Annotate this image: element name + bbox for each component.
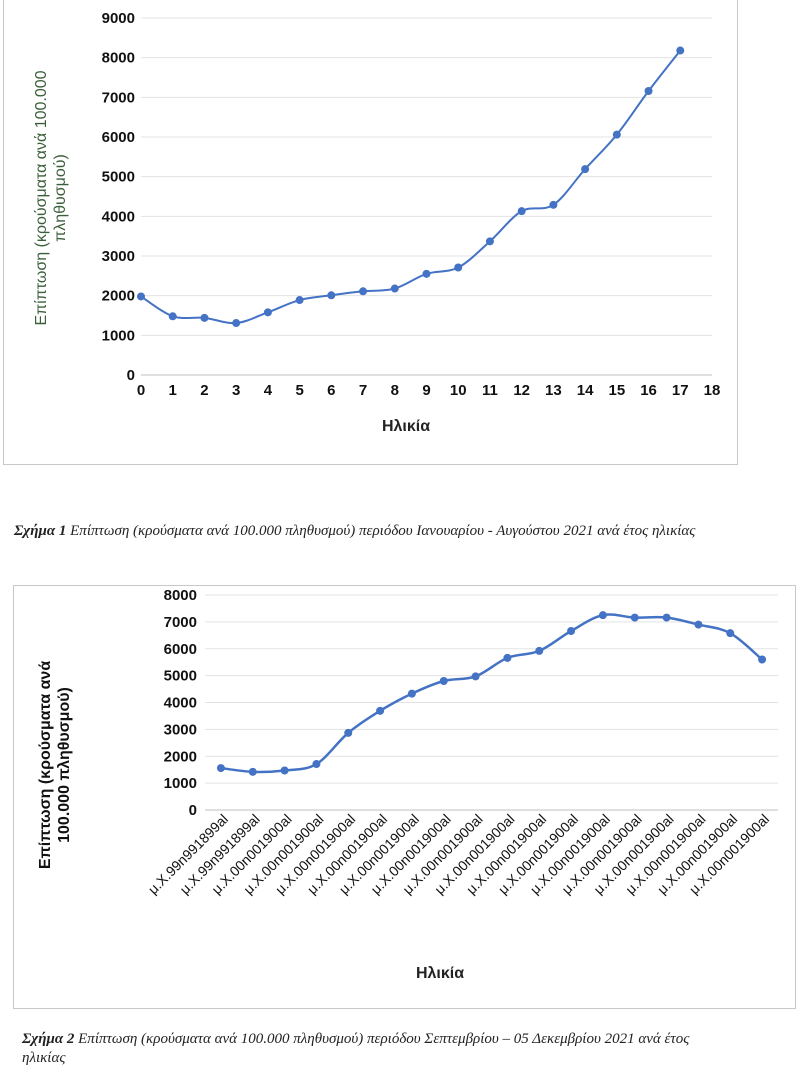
data-point xyxy=(280,766,289,775)
figure-1-caption: Σχήμα 1 Επίπτωση (κρούσματα ανά 100.000 … xyxy=(14,522,714,541)
y-tick-label: 7000 xyxy=(164,614,197,631)
data-point xyxy=(581,165,590,174)
figure-1-label: Σχήμα 1 xyxy=(14,523,67,539)
data-point xyxy=(344,728,353,737)
y-tick-label: 4000 xyxy=(164,695,197,712)
x-tick-label: 7 xyxy=(359,382,367,399)
y-tick-label: 1000 xyxy=(164,775,197,792)
x-tick-label: 5 xyxy=(295,382,303,399)
data-point xyxy=(644,86,653,95)
data-point xyxy=(549,200,558,209)
data-point xyxy=(312,760,321,769)
y-tick-label: 2000 xyxy=(164,748,197,765)
data-point xyxy=(248,767,257,776)
data-point xyxy=(407,689,416,698)
y-tick-label: 8000 xyxy=(102,50,135,67)
x-tick-label: 2 xyxy=(200,382,208,399)
y-tick-label: 6000 xyxy=(102,129,135,146)
data-point xyxy=(137,292,145,301)
figure-2-text: Επίπτωση (κρούσματα ανά 100.000 πληθυσμο… xyxy=(22,1031,690,1066)
y-tick-label: 8000 xyxy=(164,587,197,604)
x-tick-label: 9 xyxy=(422,382,430,399)
x-tick-label: 14 xyxy=(577,382,594,399)
data-point xyxy=(263,308,272,317)
x-tick-label: 16 xyxy=(640,382,657,399)
figure-1-text: Επίπτωση (κρούσματα ανά 100.000 πληθυσμο… xyxy=(66,523,696,539)
y-tick-label: 2000 xyxy=(102,288,135,305)
y-axis-title: Επίπτωση (κρούσματα ανά 100.000 xyxy=(33,70,50,325)
series-line xyxy=(220,613,763,774)
x-tick-label: 18 xyxy=(704,382,721,399)
data-point xyxy=(485,237,494,246)
data-point xyxy=(758,655,767,664)
data-point xyxy=(454,263,463,272)
data-point xyxy=(471,672,480,681)
y-tick-label: 0 xyxy=(127,367,135,384)
data-point xyxy=(327,291,336,300)
y-tick-label: 0 xyxy=(189,802,197,819)
y-tick-label: 5000 xyxy=(102,169,135,186)
y-axis-title: 100.000 πληθυσμού) xyxy=(56,687,73,843)
data-point xyxy=(598,611,607,620)
y-axis-title: Επίπτωση (κρούσματα ανά xyxy=(37,661,54,870)
y-tick-label: 3000 xyxy=(102,248,135,265)
x-tick-label: 11 xyxy=(482,382,498,399)
data-point xyxy=(503,653,512,662)
x-tick-label: 8 xyxy=(391,382,399,399)
data-point xyxy=(612,130,621,139)
x-tick-label: 12 xyxy=(513,382,530,399)
data-point xyxy=(676,46,685,55)
chart-2-frame xyxy=(13,585,796,1009)
y-tick-label: 5000 xyxy=(164,668,197,685)
y-tick-label: 3000 xyxy=(164,721,197,738)
x-axis-title: Ηλικία xyxy=(382,418,430,435)
figure-2-caption: Σχήμα 2 Επίπτωση (κρούσματα ανά 100.000 … xyxy=(22,1030,722,1068)
x-tick-label: 4 xyxy=(264,382,273,399)
y-tick-label: 7000 xyxy=(102,89,135,106)
data-point xyxy=(216,764,225,773)
x-tick-label: 3 xyxy=(232,382,240,399)
chart-1-frame xyxy=(3,0,738,465)
x-tick-label: 0 xyxy=(137,382,145,399)
x-tick-label: 10 xyxy=(450,382,467,399)
y-tick-label: 9000 xyxy=(102,10,135,27)
y-axis-title: πληθυσμού) xyxy=(52,154,69,242)
x-tick-label: 15 xyxy=(608,382,625,399)
data-point xyxy=(200,313,209,322)
data-point xyxy=(439,677,448,685)
x-tick-label: 1 xyxy=(169,382,177,399)
data-point xyxy=(630,613,639,622)
y-tick-label: 1000 xyxy=(102,327,135,344)
data-point xyxy=(517,207,526,216)
x-tick-label: 6 xyxy=(327,382,335,399)
x-axis-title: Ηλικία xyxy=(416,965,464,982)
data-point xyxy=(726,629,735,638)
data-point xyxy=(535,646,544,655)
x-tick-label: 17 xyxy=(672,382,689,399)
data-point xyxy=(390,284,399,293)
y-tick-label: 4000 xyxy=(102,208,135,225)
data-point xyxy=(168,312,177,321)
data-point xyxy=(232,319,241,328)
data-point xyxy=(662,613,671,622)
y-tick-label: 6000 xyxy=(164,641,197,658)
data-point xyxy=(567,627,576,636)
x-tick-label: 13 xyxy=(545,382,562,399)
figure-2-label: Σχήμα 2 xyxy=(22,1031,75,1047)
data-point xyxy=(694,620,703,629)
series-line xyxy=(140,49,682,325)
data-point xyxy=(376,706,385,715)
data-point xyxy=(359,287,368,296)
data-point xyxy=(422,269,431,278)
data-point xyxy=(295,296,304,305)
